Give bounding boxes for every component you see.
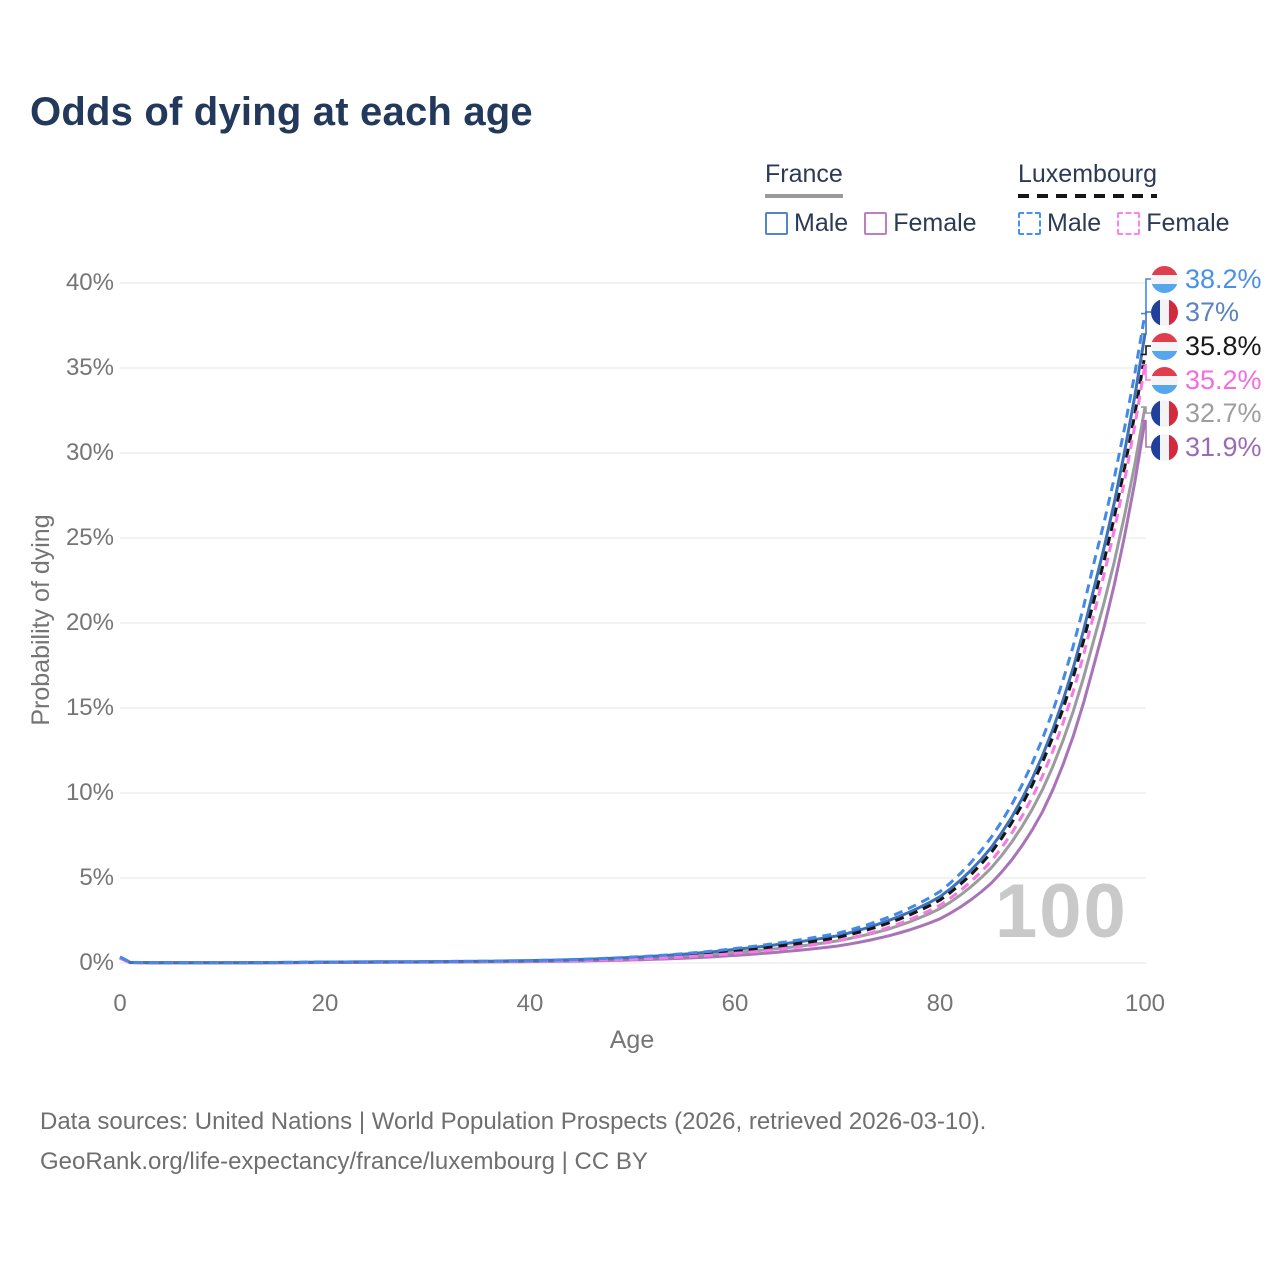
legend-item-france-male[interactable]: Male [765,209,848,238]
series-line-france-total[interactable] [119,406,1147,965]
end-label-connector [1141,278,1151,315]
chart-plot-area[interactable] [0,0,1280,1080]
legend-checkbox-female[interactable] [1117,212,1141,235]
footer-attribution[interactable]: GeoRank.org/life-expectancy/france/luxem… [40,1148,648,1175]
x-tick-label: 60 [721,990,749,1017]
series-line-france-female[interactable] [119,420,1147,965]
end-label-connector [1141,311,1151,335]
legend-checkbox-male[interactable] [765,212,788,235]
x-tick-label: 80 [926,990,954,1017]
legend-underline [1018,194,1157,198]
x-axis-title: Age [609,1026,655,1054]
legend-item-label: Male [794,209,849,237]
end-label-connector [1141,406,1151,414]
legend-item-label: Male [1047,209,1102,237]
x-tick-label: 20 [311,990,339,1017]
legend-item-label: Female [1146,209,1230,237]
y-tick-label: 10% [65,779,114,806]
end-label-luxembourg-female[interactable]: 35.2% [1151,364,1262,395]
end-label-luxembourg-male[interactable]: 38.2% [1151,263,1262,294]
end-label-connector [1141,363,1151,381]
y-tick-label: 0% [79,949,114,976]
france-flag-icon [1151,298,1178,326]
legend-underline [765,194,843,198]
legend-checkbox-female[interactable] [864,212,888,235]
x-tick-label: 40 [516,990,544,1017]
end-label-value: 35.2% [1185,364,1262,395]
end-label-value: 38.2% [1185,263,1262,294]
y-axis-title: Probability of dying [27,514,55,726]
france-flag-icon [1151,399,1178,427]
x-tick-label: 100 [1124,990,1166,1017]
end-label-value: 32.7% [1185,397,1262,428]
luxembourg-flag-icon [1151,332,1178,360]
y-tick-label: 25% [65,524,114,551]
series-line-luxembourg-female[interactable] [119,364,1147,965]
legend-header-luxembourg[interactable]: Luxembourg [1018,160,1157,198]
series-line-luxembourg-total[interactable] [119,354,1147,965]
legend-header-france[interactable]: France [765,160,843,198]
legend-item-france-female[interactable]: Female [864,209,977,238]
luxembourg-flag-icon [1151,265,1178,293]
france-flag-icon [1151,433,1178,461]
end-label-france-total[interactable]: 32.7% [1151,397,1262,428]
y-tick-label: 35% [65,354,114,381]
legend-group-france: France Male Female [765,160,977,238]
page-title: Odds of dying at each age [30,90,533,134]
end-label-france-male[interactable]: 37% [1151,296,1240,327]
legend-item-label: Female [893,209,977,237]
end-label-france-female[interactable]: 31.9% [1151,431,1262,462]
end-label-luxembourg-total[interactable]: 35.8% [1151,330,1262,361]
series-line-luxembourg-male[interactable] [119,313,1147,965]
end-label-connector [1141,345,1151,356]
legend-checkbox-male[interactable] [1018,212,1041,235]
y-tick-label: 5% [79,864,114,891]
footer-data-sources: Data sources: United Nations | World Pop… [40,1108,987,1135]
end-label-connector [1141,419,1151,448]
age-cursor-watermark: 100 [995,869,1128,954]
x-tick-label: 0 [113,990,127,1017]
end-label-value: 37% [1185,296,1240,327]
end-label-value: 31.9% [1185,431,1262,462]
end-label-value: 35.8% [1185,330,1262,361]
y-tick-label: 40% [65,269,114,296]
y-tick-label: 30% [65,439,114,466]
legend-group-luxembourg: Luxembourg Male Female [1018,160,1230,238]
legend-item-luxembourg-male[interactable]: Male [1018,209,1101,238]
legend-item-luxembourg-female[interactable]: Female [1117,209,1230,238]
y-tick-label: 20% [65,609,114,636]
y-tick-label: 15% [65,694,114,721]
luxembourg-flag-icon [1151,366,1178,394]
